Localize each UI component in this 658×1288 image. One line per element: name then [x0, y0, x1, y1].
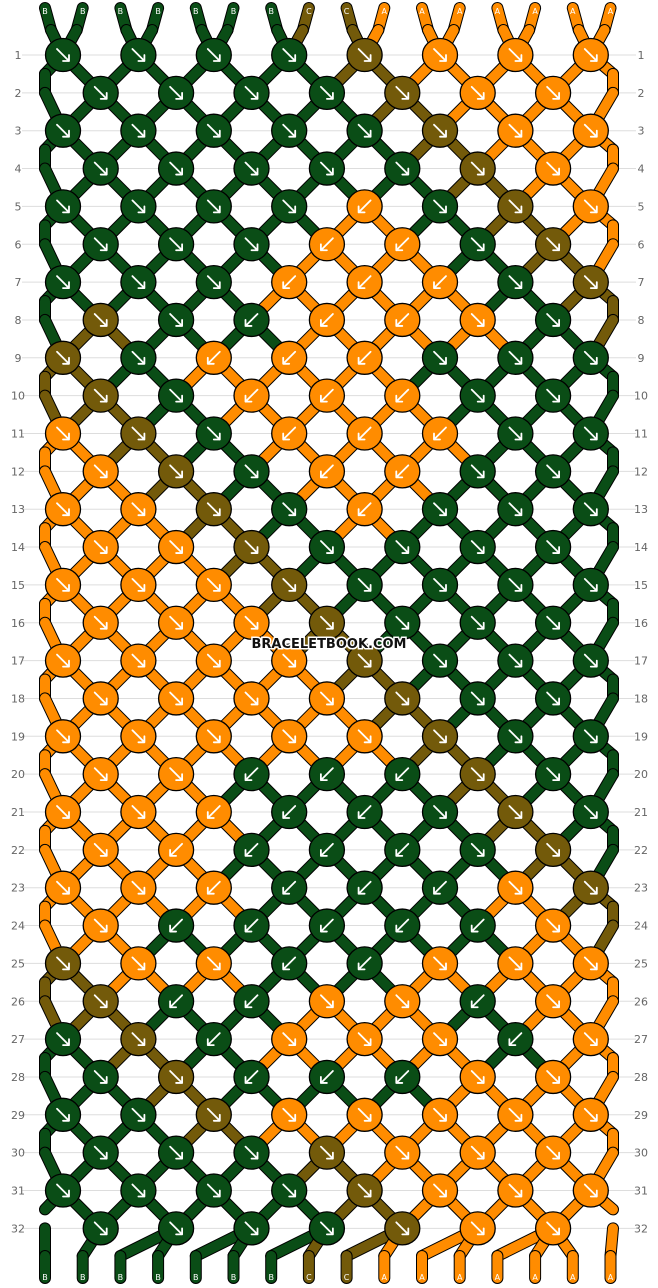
row-number-right: 32: [634, 1222, 648, 1235]
row-number-left: 9: [15, 352, 22, 365]
row-number-left: 28: [11, 1071, 25, 1084]
row-number-left: 27: [11, 1033, 25, 1046]
row-number-left: 1: [15, 49, 22, 62]
top-strand-letter: B: [268, 7, 274, 16]
row-number-left: 16: [11, 617, 25, 630]
bottom-strand-letter: A: [382, 1273, 388, 1282]
row-number-right: 10: [634, 390, 648, 403]
row-number-left: 10: [11, 390, 25, 403]
row-number-right: 28: [634, 1071, 648, 1084]
top-strand-letter: B: [80, 7, 86, 16]
top-strand-letter: B: [231, 7, 237, 16]
top-strand-letter: A: [457, 7, 463, 16]
bottom-strand-letter: B: [155, 1273, 161, 1282]
row-number-right: 1: [638, 49, 645, 62]
row-number-right: 24: [634, 920, 648, 933]
bottom-strand-letter: A: [457, 1273, 463, 1282]
bottom-strand-letter: B: [193, 1273, 199, 1282]
top-strand-letter: C: [344, 7, 350, 16]
bottom-strand-letter: B: [231, 1273, 237, 1282]
row-number-right: 3: [638, 125, 645, 138]
row-number-left: 30: [11, 1147, 25, 1160]
bottom-strand-letter: B: [268, 1273, 274, 1282]
bottom-strand-letter: B: [42, 1273, 48, 1282]
row-number-left: 2: [15, 87, 22, 100]
row-number-left: 18: [11, 692, 25, 705]
row-number-right: 20: [634, 768, 648, 781]
bottom-strand-letter: B: [118, 1273, 124, 1282]
row-number-left: 25: [11, 957, 25, 970]
top-strand-letter: B: [118, 7, 124, 16]
row-number-left: 7: [15, 276, 22, 289]
row-number-right: 31: [634, 1185, 648, 1198]
watermark: BRACELETBOOK.COM: [252, 637, 407, 652]
row-number-left: 13: [11, 503, 25, 516]
row-number-left: 4: [15, 163, 22, 176]
row-number-right: 14: [634, 541, 648, 554]
row-number-right: 30: [634, 1147, 648, 1160]
bottom-strand-letter: A: [419, 1273, 425, 1282]
row-number-right: 8: [638, 314, 645, 327]
row-number-left: 20: [11, 768, 25, 781]
row-number-right: 18: [634, 692, 648, 705]
row-number-right: 9: [638, 352, 645, 365]
row-number-left: 32: [11, 1222, 25, 1235]
top-strand-letter: B: [42, 7, 48, 16]
top-strand-letter: B: [193, 7, 199, 16]
row-number-left: 11: [11, 428, 25, 441]
row-number-right: 5: [638, 200, 645, 213]
row-number-left: 14: [11, 541, 25, 554]
row-number-left: 21: [11, 806, 25, 819]
row-number-left: 8: [15, 314, 22, 327]
row-number-left: 5: [15, 200, 22, 213]
row-number-left: 15: [11, 579, 25, 592]
bracelet-pattern-diagram: 1 12 23 34 45 56 67 78 89 910 1011 1112 1213 1314 1415…: [0, 0, 658, 1288]
bottom-strand-letter: A: [495, 1273, 501, 1282]
row-number-right: 15: [634, 579, 648, 592]
row-number-left: 26: [11, 995, 25, 1008]
bottom-strand-letter: A: [570, 1273, 576, 1282]
row-number-right: 25: [634, 957, 648, 970]
row-number-right: 17: [634, 655, 648, 668]
row-number-right: 2: [638, 87, 645, 100]
bottom-strand-letter: B: [80, 1273, 86, 1282]
row-number-left: 17: [11, 655, 25, 668]
row-number-left: 6: [15, 238, 22, 251]
top-strand-letter: A: [532, 7, 538, 16]
top-strand-letter: A: [382, 7, 388, 16]
row-number-right: 11: [634, 428, 648, 441]
row-number-right: 21: [634, 806, 648, 819]
row-number-right: 16: [634, 617, 648, 630]
row-number-right: 27: [634, 1033, 648, 1046]
row-number-right: 22: [634, 844, 648, 857]
row-number-left: 24: [11, 920, 25, 933]
bottom-strand-letter: A: [532, 1273, 538, 1282]
top-strand-letter: A: [419, 7, 425, 16]
row-number-right: 19: [634, 730, 648, 743]
row-number-right: 7: [638, 276, 645, 289]
row-number-right: 4: [638, 163, 645, 176]
bottom-strand-letter: A: [608, 1273, 614, 1282]
row-number-right: 29: [634, 1109, 648, 1122]
row-number-left: 23: [11, 882, 25, 895]
row-number-right: 12: [634, 465, 648, 478]
row-number-left: 12: [11, 465, 25, 478]
row-number-right: 6: [638, 238, 645, 251]
row-number-left: 19: [11, 730, 25, 743]
top-strand-letter: C: [306, 7, 312, 16]
row-number-left: 22: [11, 844, 25, 857]
row-number-right: 13: [634, 503, 648, 516]
top-strand-letter: A: [570, 7, 576, 16]
top-strand-letter: A: [608, 7, 614, 16]
bottom-strand-letter: C: [344, 1273, 350, 1282]
row-number-left: 29: [11, 1109, 25, 1122]
bottom-strand-letter: C: [306, 1273, 312, 1282]
row-number-left: 3: [15, 125, 22, 138]
top-strand-letter: B: [155, 7, 161, 16]
row-number-right: 26: [634, 995, 648, 1008]
row-number-right: 23: [634, 882, 648, 895]
row-number-left: 31: [11, 1185, 25, 1198]
top-strand-letter: A: [495, 7, 501, 16]
